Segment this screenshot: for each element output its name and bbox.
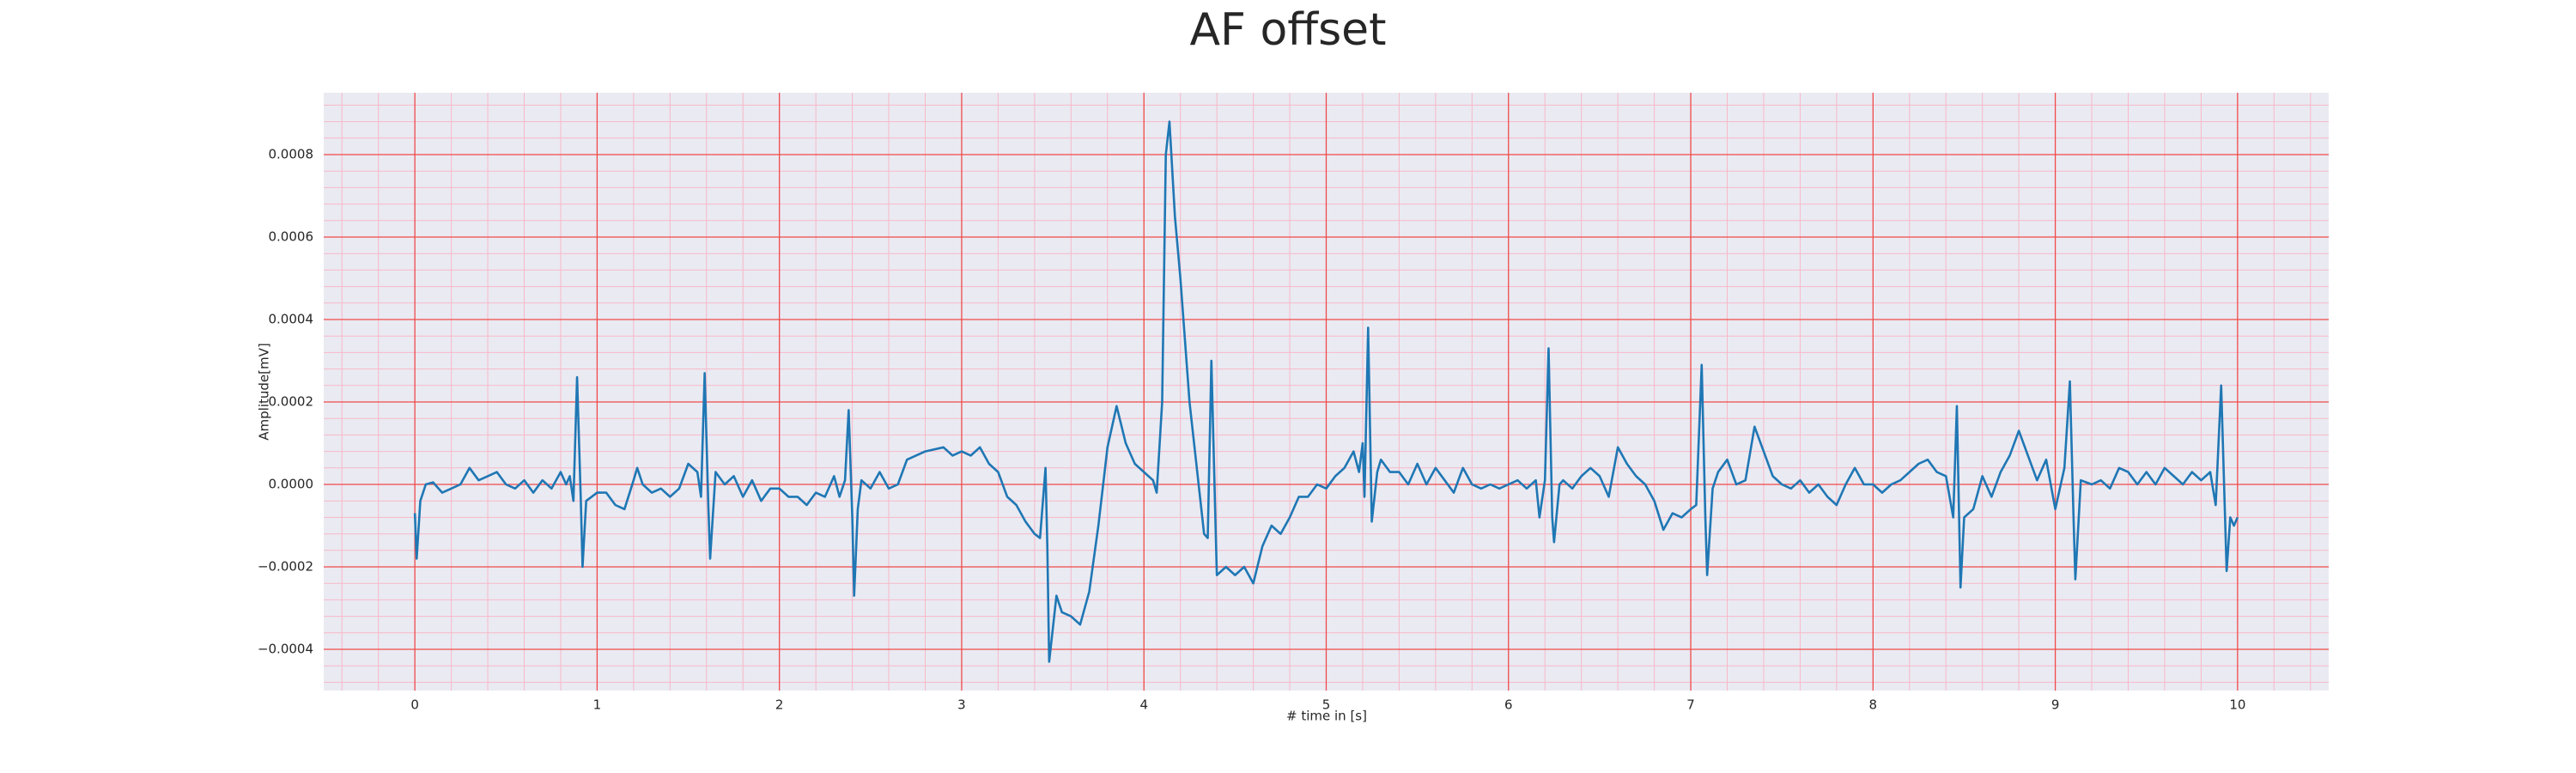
x-tick-label: 7 xyxy=(1686,697,1695,713)
x-tick-label: 9 xyxy=(2051,697,2060,713)
y-tick-label: −0.0002 xyxy=(258,559,313,575)
x-tick-label: 4 xyxy=(1139,697,1148,713)
x-tick-label: 5 xyxy=(1322,697,1331,713)
y-tick-label: 0.0004 xyxy=(269,312,314,327)
y-tick-label: 0.0000 xyxy=(269,477,314,492)
y-axis-label: Amplitude[mV] xyxy=(257,343,272,440)
chart-title: AF offset xyxy=(1189,4,1386,56)
y-tick-label: −0.0004 xyxy=(258,642,313,657)
x-tick-label: 3 xyxy=(957,697,966,713)
x-tick-label: 8 xyxy=(1869,697,1878,713)
signal-line xyxy=(413,120,2239,663)
x-tick-label: 1 xyxy=(593,697,602,713)
x-tick-label: 6 xyxy=(1504,697,1513,713)
y-tick-label: 0.0002 xyxy=(269,394,314,410)
x-tick-label: 10 xyxy=(2229,697,2245,713)
plot-area xyxy=(324,93,2329,691)
x-tick-label: 2 xyxy=(775,697,784,713)
y-tick-label: 0.0006 xyxy=(269,229,314,245)
x-axis-label: # time in [s] xyxy=(1286,709,1367,724)
x-tick-label: 0 xyxy=(410,697,419,713)
y-tick-label: 0.0008 xyxy=(269,147,314,162)
